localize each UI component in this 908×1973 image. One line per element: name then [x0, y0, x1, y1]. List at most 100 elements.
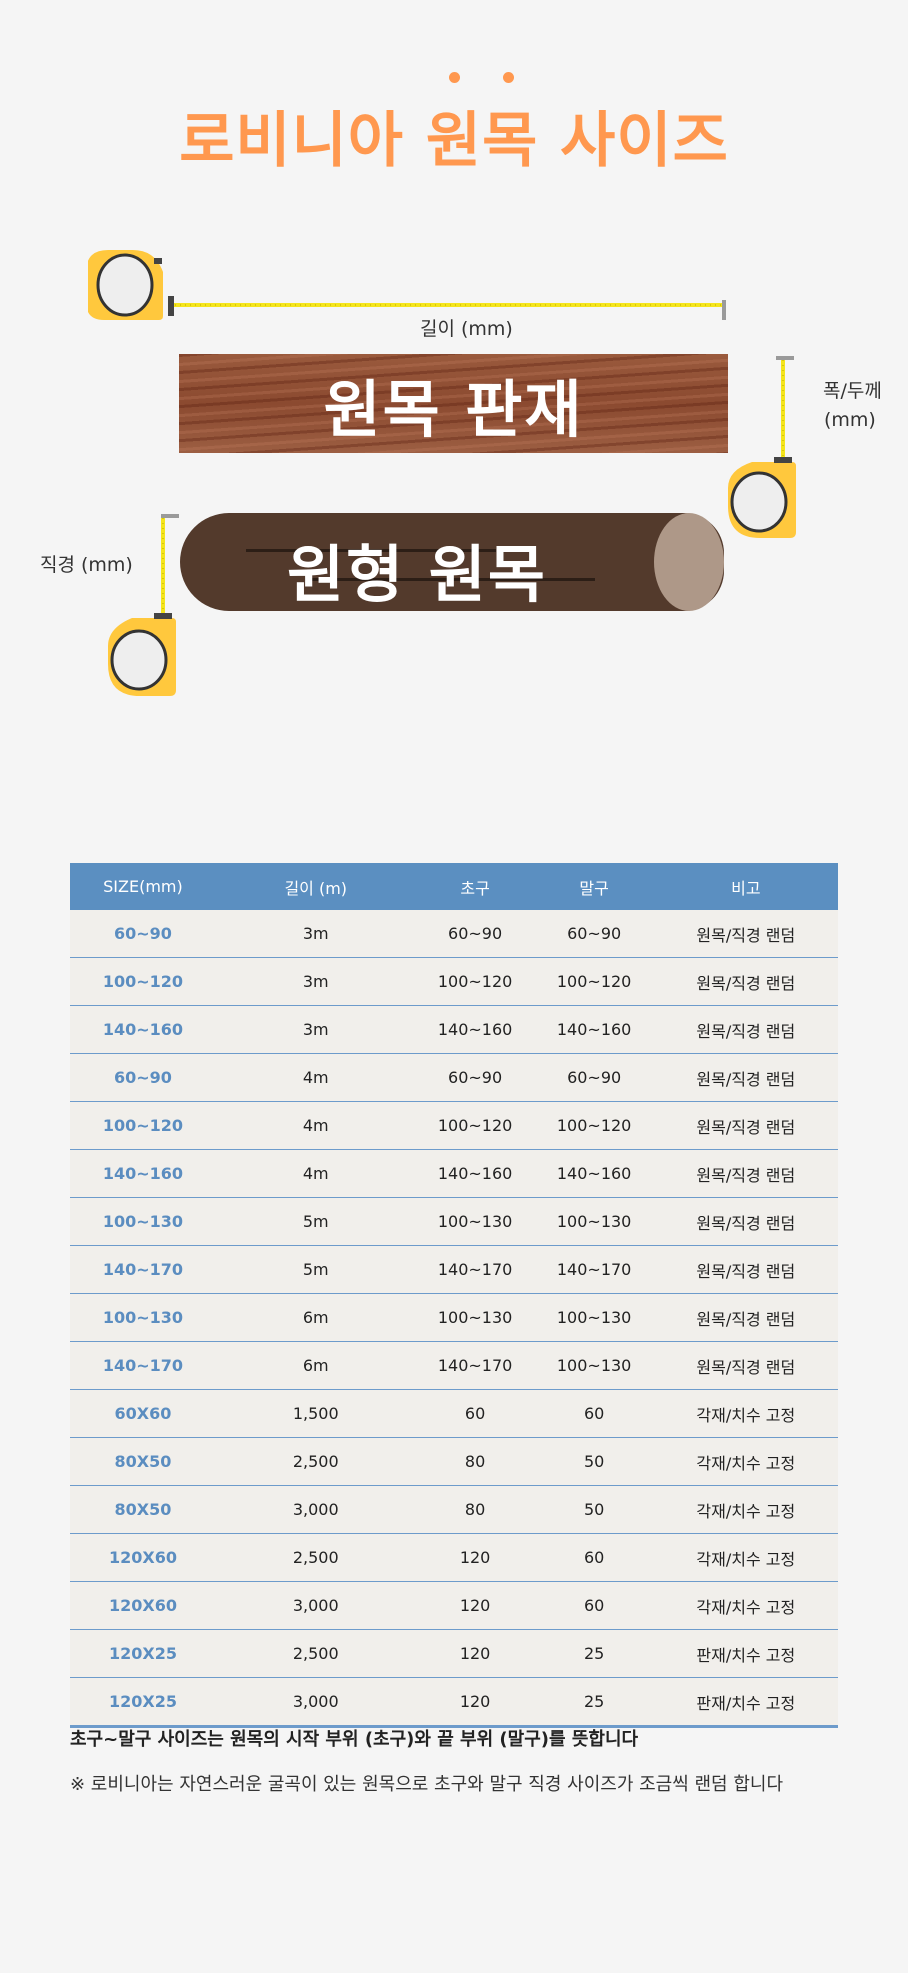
table-cell: 1,500 [215, 1389, 416, 1438]
column-header: SIZE(mm) [70, 863, 216, 910]
table-cell: 50 [534, 1437, 654, 1486]
table-cell: 3m [215, 1005, 416, 1054]
table-cell: 5m [215, 1245, 416, 1294]
table-cell: 3,000 [215, 1485, 416, 1534]
table-row: 100~120 3m 100~120 100~120 원목/직경 랜덤 [70, 957, 838, 1006]
tape-measure-icon [728, 356, 796, 538]
table-cell: 100~130 [534, 1293, 654, 1342]
table-row: 140~170 6m 140~170 100~130 원목/직경 랜덤 [70, 1341, 838, 1390]
note-disclaimer: ※ 로비니아는 자연스러운 굴곡이 있는 원목으로 초구와 말구 직경 사이즈가… [70, 1774, 784, 1795]
table-cell: 80 [415, 1437, 535, 1486]
table-cell: 4m [215, 1149, 416, 1198]
table-cell: 4m [215, 1101, 416, 1150]
table-cell: 3m [215, 957, 416, 1006]
table-row: 120X60 3,000 120 60 각재/치수 고정 [70, 1581, 838, 1630]
table-cell: 4m [215, 1053, 416, 1102]
table-cell: 각재/치수 고정 [653, 1581, 838, 1630]
table-cell: 3,000 [215, 1581, 416, 1630]
table-row: 120X60 2,500 120 60 각재/치수 고정 [70, 1533, 838, 1582]
log-text: 원형 원목 [287, 538, 547, 611]
table-cell: 140~160 [70, 1005, 216, 1054]
table-cell: 100~130 [70, 1197, 216, 1246]
table-cell: 140~160 [70, 1149, 216, 1198]
table-cell: 원목/직경 랜덤 [653, 1341, 838, 1390]
table-cell: 60 [534, 1581, 654, 1630]
wood-board: 원목 판재 [179, 354, 728, 453]
table-row: 80X50 2,500 80 50 각재/치수 고정 [70, 1437, 838, 1486]
table-cell: 원목/직경 랜덤 [653, 1245, 838, 1294]
table-row: 140~170 5m 140~170 140~170 원목/직경 랜덤 [70, 1245, 838, 1294]
table-cell: 각재/치수 고정 [653, 1485, 838, 1534]
table-cell: 각재/치수 고정 [653, 1533, 838, 1582]
table-cell: 120X25 [70, 1629, 216, 1678]
table-cell: 140~160 [534, 1005, 654, 1054]
log-grain [305, 578, 595, 581]
table-cell: 120 [415, 1581, 535, 1630]
table-cell: 6m [215, 1293, 416, 1342]
tape-measure-icon [88, 250, 726, 320]
table-cell: 원목/직경 랜덤 [653, 1053, 838, 1102]
table-cell: 원목/직경 랜덤 [653, 957, 838, 1006]
table-cell: 140~170 [415, 1341, 535, 1390]
column-header: 길이 (m) [215, 863, 416, 910]
table-cell: 6m [215, 1341, 416, 1390]
table-cell: 60~90 [534, 910, 654, 958]
table-cell: 60~90 [70, 1053, 216, 1102]
table-cell: 100~120 [415, 1101, 535, 1150]
table-cell: 100~120 [534, 957, 654, 1006]
table-cell: 60~90 [415, 1053, 535, 1102]
log-end [654, 513, 724, 611]
table-cell: 140~170 [70, 1341, 216, 1390]
table-cell: 100~130 [534, 1197, 654, 1246]
table-cell: 원목/직경 랜덤 [653, 1149, 838, 1198]
column-header: 초구 [415, 863, 535, 910]
table-cell: 80X50 [70, 1437, 216, 1486]
table-cell: 100~130 [415, 1197, 535, 1246]
table-row: 60~90 4m 60~90 60~90 원목/직경 랜덤 [70, 1053, 838, 1102]
table-cell: 140~160 [415, 1005, 535, 1054]
table-cell: 140~160 [415, 1149, 535, 1198]
table-cell: 판재/치수 고정 [653, 1677, 838, 1728]
table-cell: 60X60 [70, 1389, 216, 1438]
table-cell: 120 [415, 1533, 535, 1582]
table-cell: 120 [415, 1677, 535, 1728]
table-cell: 140~170 [70, 1245, 216, 1294]
table-cell: 각재/치수 고정 [653, 1437, 838, 1486]
table-cell: 120X60 [70, 1533, 216, 1582]
table-row: 100~130 5m 100~130 100~130 원목/직경 랜덤 [70, 1197, 838, 1246]
table-row: 120X25 2,500 120 25 판재/치수 고정 [70, 1629, 838, 1678]
table-row: 100~130 6m 100~130 100~130 원목/직경 랜덤 [70, 1293, 838, 1342]
note-definition: 초구~말구 사이즈는 원목의 시작 부위 (초구)와 끝 부위 (말구)를 뜻합… [70, 1729, 639, 1750]
table-cell: 각재/치수 고정 [653, 1389, 838, 1438]
diameter-label: 직경 (mm) [40, 554, 133, 576]
table-cell: 100~130 [415, 1293, 535, 1342]
board-text: 원목 판재 [323, 372, 584, 446]
table-cell: 100~130 [70, 1293, 216, 1342]
table-cell: 100~120 [415, 957, 535, 1006]
table-cell: 5m [215, 1197, 416, 1246]
table-cell: 140~160 [534, 1149, 654, 1198]
table-cell: 원목/직경 랜덤 [653, 910, 838, 958]
table-cell: 80X50 [70, 1485, 216, 1534]
table-cell: 80 [415, 1485, 535, 1534]
table-cell: 3m [215, 910, 416, 958]
table-row: 60X60 1,500 60 60 각재/치수 고정 [70, 1389, 838, 1438]
tape-measure-icon [108, 514, 179, 696]
table-row: 60~90 3m 60~90 60~90 원목/직경 랜덤 [70, 910, 838, 958]
table-cell: 60 [534, 1389, 654, 1438]
table-row: 100~120 4m 100~120 100~120 원목/직경 랜덤 [70, 1101, 838, 1150]
width-label: 폭/두께 [823, 380, 882, 402]
table-cell: 100~130 [534, 1341, 654, 1390]
table-header: SIZE(mm) 길이 (m) 초구 말구 비고 [70, 863, 838, 910]
table-cell: 25 [534, 1629, 654, 1678]
table-cell: 140~170 [534, 1245, 654, 1294]
length-label: 길이 (mm) [420, 318, 513, 340]
table-cell: 원목/직경 랜덤 [653, 1101, 838, 1150]
table-cell: 60 [534, 1533, 654, 1582]
table-cell: 25 [534, 1677, 654, 1728]
table-cell: 120X60 [70, 1581, 216, 1630]
emphasis-dot [449, 72, 460, 83]
table-cell: 원목/직경 랜덤 [653, 1197, 838, 1246]
emphasis-dot [503, 72, 514, 83]
table-cell: 원목/직경 랜덤 [653, 1293, 838, 1342]
